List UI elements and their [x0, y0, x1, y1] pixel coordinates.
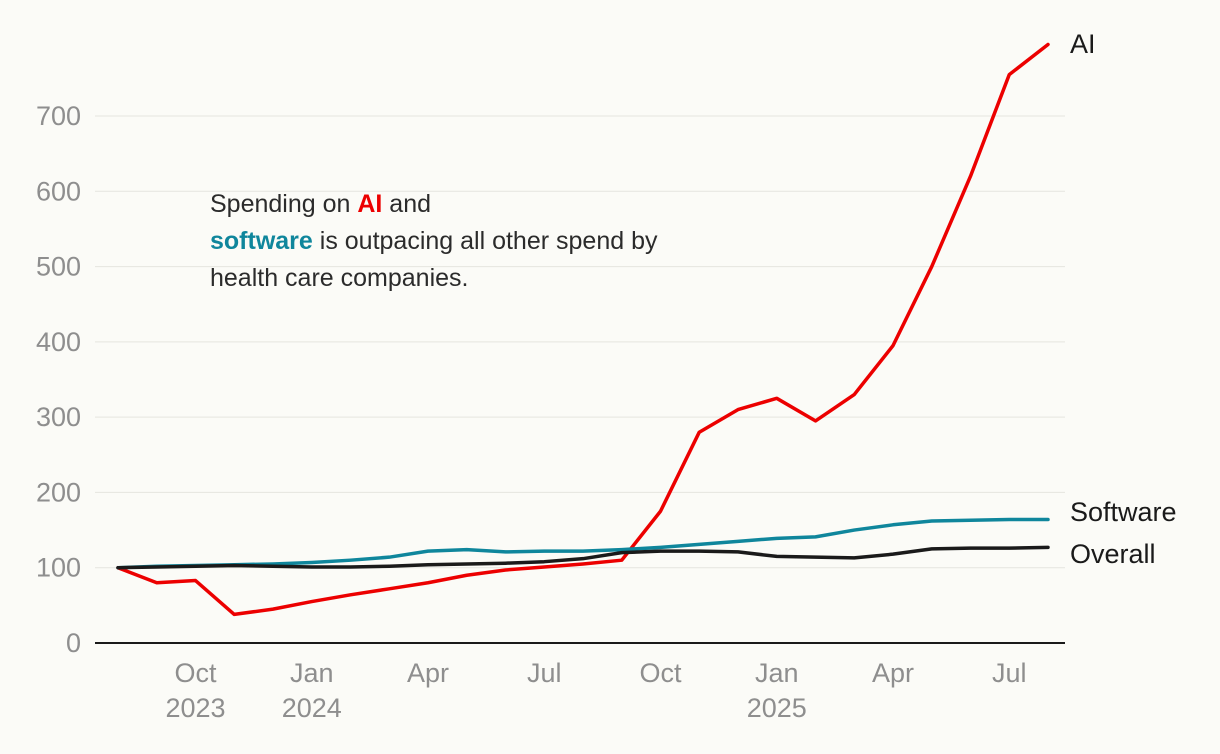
svg-text:2024: 2024 [282, 693, 342, 723]
annotation-text-2: and [382, 190, 432, 218]
svg-text:Jul: Jul [992, 658, 1027, 688]
svg-text:Jan: Jan [755, 658, 799, 688]
svg-text:2023: 2023 [165, 693, 225, 723]
svg-text:Oct: Oct [639, 658, 682, 688]
svg-text:Apr: Apr [407, 658, 449, 688]
annotation-ai-highlight: AI [357, 190, 383, 218]
annotation-text-3: is outpacing all other spend by [312, 227, 658, 255]
svg-text:300: 300 [36, 402, 81, 432]
chart-annotation: Spending on AI and software is outpacing… [210, 186, 770, 297]
series-label-overall: Overall [1070, 539, 1156, 570]
svg-text:500: 500 [36, 252, 81, 282]
svg-text:Apr: Apr [872, 658, 914, 688]
svg-text:200: 200 [36, 477, 81, 507]
annotation-text-4: health care companies. [210, 264, 469, 292]
svg-text:2025: 2025 [747, 693, 807, 723]
series-label-software: Software [1070, 497, 1177, 528]
svg-text:Jul: Jul [527, 658, 562, 688]
annotation-software-highlight: software [210, 227, 313, 255]
svg-text:400: 400 [36, 327, 81, 357]
annotation-text-1: Spending on [210, 190, 358, 218]
svg-text:600: 600 [36, 176, 81, 206]
svg-text:0: 0 [66, 628, 81, 658]
series-label-ai: AI [1070, 29, 1096, 60]
svg-text:Jan: Jan [290, 658, 334, 688]
svg-text:Oct: Oct [174, 658, 217, 688]
svg-text:100: 100 [36, 553, 81, 583]
svg-text:700: 700 [36, 101, 81, 131]
